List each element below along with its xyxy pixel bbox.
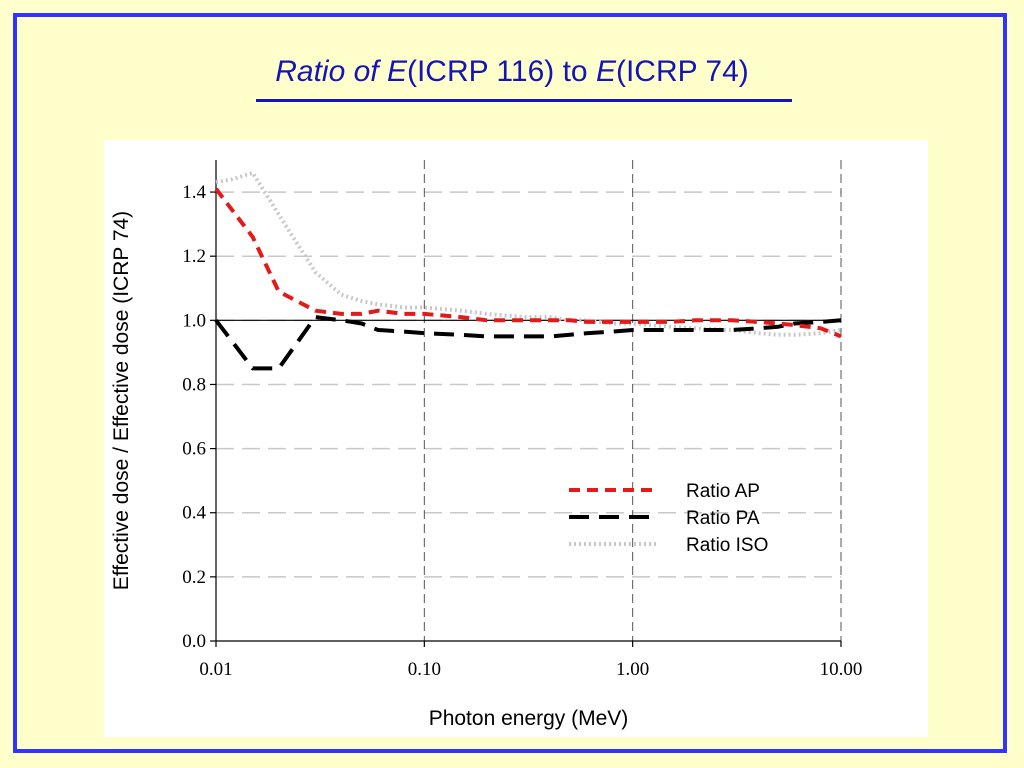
axes-layer: 0.0 0.2 0.4 0.6 0.8 1.0 1.2 1.4 0.01 0.10 1.00 10.0… [182,160,862,680]
title-part-2: E [386,55,407,88]
y-tick-label: 0.4 [182,503,206,524]
plot-panel: 0.0 0.2 0.4 0.6 0.8 1.0 1.2 1.4 0.01 0.10 1.00 10.0… [104,140,928,737]
series-line-ratio-iso [215,170,842,337]
title-part-5: (ICRP 74) [615,55,749,88]
y-tick-label: 1.2 [182,246,206,267]
y-tick-label: 1.4 [182,182,206,203]
y-axis-label: Effective dose / Effective dose (ICRP 74… [110,211,133,590]
x-axis-label: Photon energy (MeV) [429,707,629,730]
title-part-3: (ICRP 116) to [406,55,596,88]
title-underline [256,99,792,102]
title-part-1: Ratio of [275,55,387,88]
series-line-ratio-pa [214,315,842,371]
line-chart: 0.0 0.2 0.4 0.6 0.8 1.0 1.2 1.4 0.01 0.10 1.00 10.0… [110,160,862,730]
x-tick-label: 0.01 [199,659,232,680]
y-tick-label: 1.0 [182,310,206,331]
series-line-ratio-ap [214,187,842,339]
legend-label-ratio-pa: Ratio PA [686,508,760,529]
x-tick-label: 0.10 [408,659,441,680]
y-tick-label: 0.8 [182,374,206,395]
slide-title: Ratio of E(ICRP 116) to E(ICRP 74) [0,52,1024,92]
series-layer [214,170,842,371]
x-tick-label: 10.00 [820,659,863,680]
y-tick-label: 0.0 [182,631,206,652]
x-tick-label: 1.00 [616,659,649,680]
title-part-4: E [595,55,616,88]
grid-layer [216,160,842,641]
legend-label-ratio-ap: Ratio AP [686,481,760,502]
y-tick-label: 0.6 [182,439,206,460]
y-tick-label: 0.2 [182,567,206,588]
legend: Ratio AP Ratio PA Ratio ISO [569,481,768,556]
slide-frame [13,13,1007,753]
legend-label-ratio-iso: Ratio ISO [686,535,768,556]
